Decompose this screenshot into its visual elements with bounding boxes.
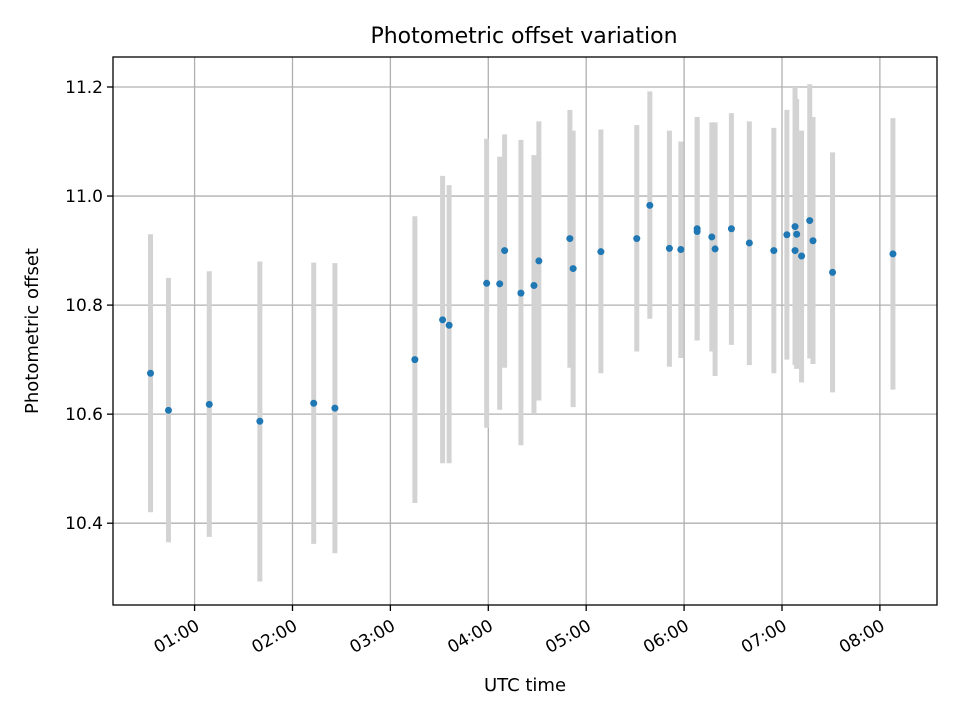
plot-frame <box>112 56 938 606</box>
data-point <box>205 400 213 408</box>
data-point <box>439 316 447 324</box>
y-axis-label: Photometric offset <box>22 248 43 414</box>
x-tick-label: 05:00 <box>542 616 594 658</box>
x-tick-label: 07:00 <box>738 616 790 658</box>
data-point <box>708 233 716 241</box>
x-tick-label: 08:00 <box>836 616 888 658</box>
data-point <box>147 369 155 377</box>
data-point <box>889 250 897 258</box>
data-point <box>693 225 701 233</box>
data-point <box>597 248 605 256</box>
data-point <box>310 399 318 407</box>
y-tick-label: 11.2 <box>65 78 103 98</box>
data-point <box>646 201 654 209</box>
data-point <box>711 245 719 253</box>
data-point <box>791 223 799 231</box>
data-point <box>783 231 791 239</box>
axis-ticks: 01:00 02:00 03:00 04:00 05:00 06:00 07:00 08:00… <box>65 78 888 658</box>
data-point <box>496 280 504 288</box>
x-tick-label: 06:00 <box>640 616 692 658</box>
data-point <box>770 247 778 255</box>
data-point <box>501 247 509 255</box>
data-point <box>727 225 735 233</box>
data-point <box>633 235 641 243</box>
data-point <box>411 356 419 364</box>
data-point <box>791 247 799 255</box>
data-point <box>793 230 801 238</box>
x-tick-label: 04:00 <box>444 616 496 658</box>
data-point <box>677 245 685 253</box>
data-point <box>829 268 837 276</box>
data-point <box>331 404 339 412</box>
grid <box>113 57 937 605</box>
y-tick-label: 11.0 <box>65 187 103 207</box>
data-point <box>517 289 525 297</box>
data-point <box>483 279 491 287</box>
data-point <box>566 235 574 243</box>
data-point <box>806 217 814 225</box>
data-point <box>445 321 453 329</box>
data-point <box>535 257 543 265</box>
data-point <box>164 406 172 414</box>
data-points <box>147 201 897 425</box>
y-tick-label: 10.8 <box>65 296 103 316</box>
y-tick-label: 10.6 <box>65 405 103 425</box>
x-tick-label: 01:00 <box>151 616 203 658</box>
data-point <box>798 252 806 260</box>
x-tick-label: 02:00 <box>249 616 301 658</box>
data-point <box>665 244 673 252</box>
data-point <box>569 265 577 273</box>
data-point <box>809 237 817 245</box>
data-point <box>256 417 264 425</box>
chart-title: Photometric offset variation <box>370 24 677 49</box>
data-point <box>745 239 753 247</box>
y-tick-label: 10.4 <box>65 514 103 534</box>
x-tick-label: 03:00 <box>346 616 398 658</box>
data-point <box>530 281 538 289</box>
x-axis-label: UTC time <box>484 675 566 696</box>
